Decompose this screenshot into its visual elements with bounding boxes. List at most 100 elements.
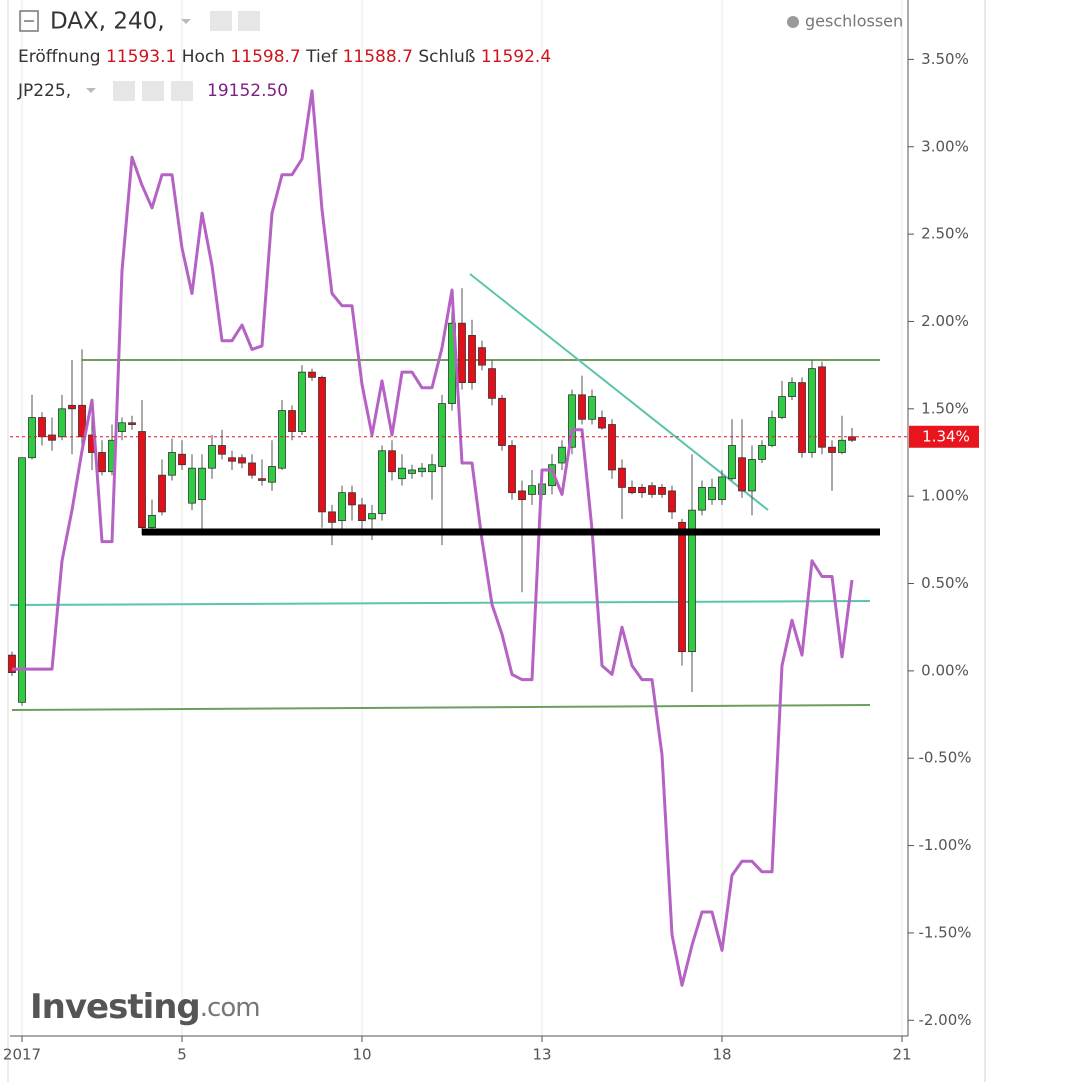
candle-body: [598, 417, 606, 429]
watermark-suffix: .com: [200, 993, 260, 1023]
candle-body: [98, 452, 106, 473]
candle-body: [388, 450, 396, 473]
current-price-box: [909, 425, 979, 448]
candle-body: [398, 467, 406, 480]
candle-body: [418, 467, 426, 473]
ohlc-label: Hoch: [182, 47, 225, 67]
y-tick-label: 0.00%: [921, 661, 969, 679]
y-tick-label: 1.00%: [921, 487, 969, 505]
x-tick-label: 2017: [3, 1046, 41, 1064]
candle-body: [158, 474, 166, 513]
candle-body: [328, 511, 336, 523]
candle-body: [338, 492, 346, 522]
candle-body: [478, 347, 486, 366]
ohlc-label: Eröffnung: [18, 47, 101, 67]
candle-body: [148, 514, 156, 529]
x-tick-label: 18: [712, 1046, 731, 1064]
current-price-label: 1.34%: [922, 427, 970, 445]
candle-body: [588, 396, 596, 420]
candle-body: [498, 397, 506, 446]
y-tick-label: 0.50%: [921, 574, 969, 592]
settings-icon[interactable]: [142, 81, 164, 101]
watermark-brand: Investing: [30, 987, 200, 1027]
candle-body: [798, 382, 806, 453]
candle-body: [18, 457, 26, 703]
candle-body: [728, 445, 736, 480]
candle-body: [268, 466, 276, 483]
status-dot: [787, 16, 799, 28]
axes: 2017 5 10 13 18 21 3.50% 3.00% 2.50% 2.00% 1.50% 1.…: [3, 50, 979, 1064]
eye-icon[interactable]: [210, 11, 232, 31]
candle-body: [698, 487, 706, 511]
candle-body: [648, 485, 656, 495]
candle-body: [348, 492, 356, 506]
legend-jp225: JP225,: [17, 81, 71, 101]
candle-body: [288, 410, 296, 432]
candle-body: [128, 422, 136, 425]
candle-body: [778, 396, 786, 418]
eye-icon[interactable]: [113, 81, 135, 101]
candle-body: [688, 509, 696, 653]
candle-body: [808, 368, 816, 453]
candle-body: [378, 450, 386, 515]
candle-body: [258, 478, 266, 481]
candle-body: [188, 467, 196, 504]
y-tick-label: -2.00%: [918, 1011, 971, 1029]
x-tick-label: 10: [352, 1046, 371, 1064]
candle-body: [618, 467, 626, 488]
candle-body: [238, 457, 246, 464]
candle-body: [248, 462, 256, 476]
ohlc-value: 11598.7: [230, 47, 300, 67]
candle-body: [68, 404, 76, 410]
watermark: Investing.com: [30, 987, 260, 1027]
support-line: [11, 704, 871, 711]
y-tick-label: 2.50%: [921, 225, 969, 243]
plot-area: [8, 89, 908, 987]
candle-body: [8, 654, 16, 674]
candle-body: [308, 371, 316, 378]
candle-body: [708, 487, 716, 501]
remove-icon[interactable]: [171, 81, 193, 101]
candle-body: [428, 464, 436, 473]
x-tick-label: 13: [532, 1046, 551, 1064]
settings-icon[interactable]: [238, 11, 260, 31]
candle-body: [828, 446, 836, 453]
candle-body: [438, 403, 446, 467]
candle-body: [458, 322, 466, 384]
candle-body: [178, 453, 186, 466]
candle-body: [568, 394, 576, 448]
x-tick-label: 21: [892, 1046, 911, 1064]
teal-level-line: [9, 600, 871, 606]
jp225-last-value: 19152.50: [207, 81, 288, 101]
collapse-icon[interactable]: [19, 10, 39, 32]
candle-body: [48, 434, 56, 441]
ohlc-label: Schluß: [418, 47, 475, 67]
candle-body: [218, 445, 226, 455]
candle-body: [208, 445, 216, 469]
symbol-title: DAX, 240,: [50, 9, 165, 35]
candle-body: [488, 368, 496, 399]
dropdown-arrow[interactable]: [181, 19, 191, 24]
candle-body: [168, 452, 176, 476]
ohlc-label: Tief: [305, 47, 338, 67]
candle-body: [278, 410, 286, 469]
candle-body: [558, 446, 566, 464]
candle-body: [318, 376, 326, 513]
candle-body: [738, 457, 746, 492]
candle-body: [58, 408, 66, 438]
candle-body: [788, 382, 796, 397]
dropdown-arrow[interactable]: [86, 88, 96, 93]
market-status: geschlossen: [805, 12, 903, 31]
x-tick-label: 5: [177, 1046, 187, 1064]
candle-body: [668, 490, 676, 513]
y-tick-label: 1.50%: [921, 399, 969, 417]
ohlc-value: 11593.1: [106, 47, 176, 67]
candle-body: [528, 485, 536, 495]
candle-body: [838, 439, 846, 453]
candle-body: [678, 521, 686, 653]
candle-body: [358, 504, 366, 522]
candle-body: [768, 417, 776, 446]
candle-body: [408, 469, 416, 474]
candle-body: [228, 457, 236, 462]
candle-body: [468, 335, 476, 384]
